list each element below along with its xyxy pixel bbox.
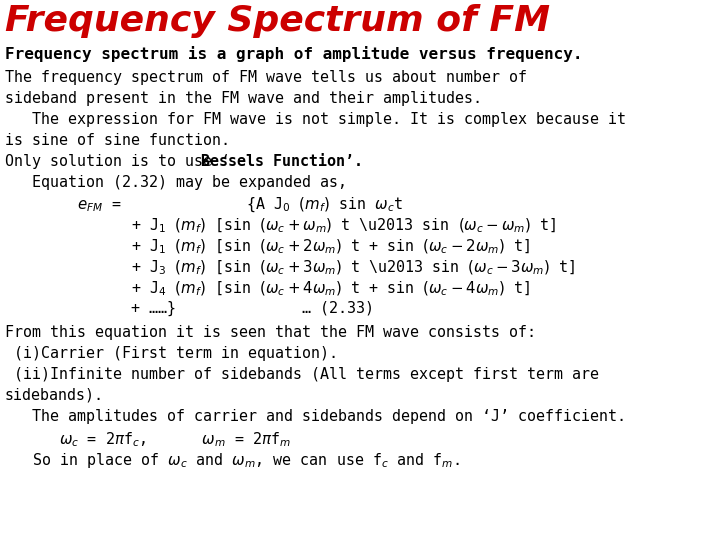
Text: The expression for FM wave is not simple. It is complex because it: The expression for FM wave is not simple… <box>5 112 626 127</box>
Text: The frequency spectrum of FM wave tells us about number of: The frequency spectrum of FM wave tells … <box>5 70 527 85</box>
Text: $\omega_c$ = 2$\pi$f$_c$,      $\omega_m$ = 2$\pi$f$_m$: $\omega_c$ = 2$\pi$f$_c$, $\omega_m$ = 2… <box>5 430 291 449</box>
Text: + J$_1$ $(m_f)$ [sin $(\omega_c + \omega_m)$ t \u2013 sin $(\omega_c - \omega_m): + J$_1$ $(m_f)$ [sin $(\omega_c + \omega… <box>5 217 556 235</box>
Text: The amplitudes of carrier and sidebands depend on ‘J’ coefficient.: The amplitudes of carrier and sidebands … <box>5 409 626 424</box>
Text: + J$_3$ $(m_f)$ [sin $(\omega_c + 3\omega_m)$ t \u2013 sin $(\omega_c - 3\omega_: + J$_3$ $(m_f)$ [sin $(\omega_c + 3\omeg… <box>5 259 575 278</box>
Text: So in place of $\omega_c$ and $\omega_m$, we can use f$_c$ and f$_m$.: So in place of $\omega_c$ and $\omega_m$… <box>5 451 460 470</box>
Text: Equation (2.32) may be expanded as,: Equation (2.32) may be expanded as, <box>5 175 347 190</box>
Text: sideband present in the FM wave and their amplitudes.: sideband present in the FM wave and thei… <box>5 91 482 106</box>
Text: is sine of sine function.: is sine of sine function. <box>5 133 230 148</box>
Text: + J$_4$ $(m_f)$ [sin $(\omega_c + 4\omega_m)$ t + sin $(\omega_c - 4\omega_m)$ t: + J$_4$ $(m_f)$ [sin $(\omega_c + 4\omeg… <box>5 280 530 299</box>
Text: Frequency spectrum is a graph of amplitude versus frequency.: Frequency spectrum is a graph of amplitu… <box>5 46 582 62</box>
Text: + ……}              … (2.33): + ……} … (2.33) <box>5 301 374 316</box>
Text: (i)Carrier (First term in equation).: (i)Carrier (First term in equation). <box>5 346 338 361</box>
Text: Frequency Spectrum of FM: Frequency Spectrum of FM <box>5 4 550 38</box>
Text: $e_{FM}$ =              {A J$_0$ $(m_f)$ sin $\omega_c$t: $e_{FM}$ = {A J$_0$ $(m_f)$ sin $\omega_… <box>5 196 403 214</box>
Text: sidebands).: sidebands). <box>5 388 104 403</box>
Text: Only solution is to use ‘: Only solution is to use ‘ <box>5 154 230 169</box>
Text: + J$_1$ $(m_f)$ [sin $(\omega_c + 2\omega_m)$ t + sin $(\omega_c - 2\omega_m)$ t: + J$_1$ $(m_f)$ [sin $(\omega_c + 2\omeg… <box>5 238 530 256</box>
Text: (ii)Infinite number of sidebands (All terms except first term are: (ii)Infinite number of sidebands (All te… <box>5 367 599 382</box>
Text: From this equation it is seen that the FM wave consists of:: From this equation it is seen that the F… <box>5 325 536 340</box>
Text: Bessels Function’.: Bessels Function’. <box>201 154 363 169</box>
